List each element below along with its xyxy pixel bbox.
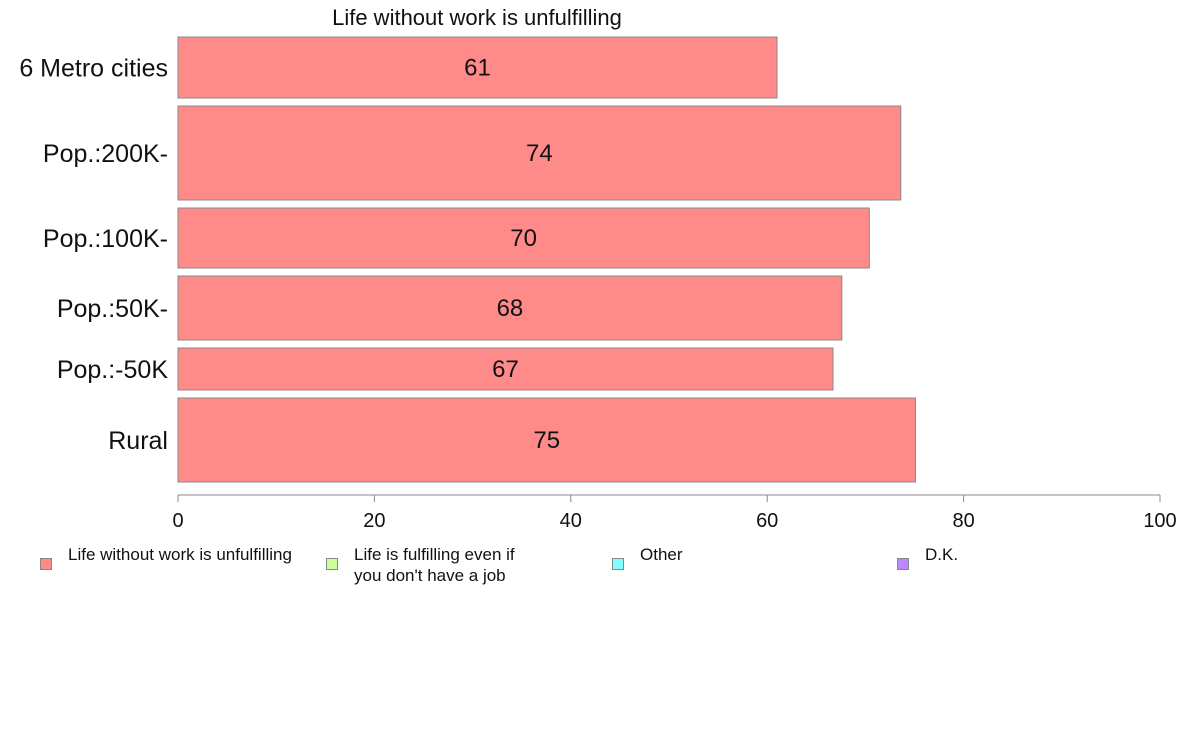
bar <box>177 275 843 341</box>
x-tick-label: 80 <box>952 510 974 532</box>
category-label: Pop.:50K- <box>57 295 168 323</box>
legend-item-dk: D.K. <box>897 544 958 570</box>
legend: Life without work is unfulfilling Life i… <box>0 544 1188 604</box>
chart-title: Life without work is unfulfilling <box>332 5 622 30</box>
x-tick-label: 40 <box>560 510 582 532</box>
bar-data-label: 67 <box>492 356 519 383</box>
legend-label: D.K. <box>925 545 959 564</box>
x-tick-label: 60 <box>756 510 778 532</box>
legend-label: Life without work is unfulfilling <box>68 545 292 564</box>
legend-item-fulfilling: Life is fulfilling even if you don't hav… <box>326 544 515 586</box>
legend-label: Other <box>640 545 683 564</box>
x-axis: 0 20 40 60 80 100 <box>172 494 1177 532</box>
x-tick-label: 100 <box>1143 510 1176 532</box>
category-label: Pop.:-50K <box>57 356 169 384</box>
legend-swatch <box>897 558 909 570</box>
bar-group: 61 74 70 68 67 75 <box>177 36 916 483</box>
category-labels: 6 Metro cities Pop.:200K- Pop.:100K- Pop.:5… <box>19 55 168 456</box>
category-label: Pop.:200K- <box>43 140 168 168</box>
category-label: Pop.:100K- <box>43 225 168 253</box>
bar <box>177 397 916 483</box>
x-tick-label: 0 <box>172 510 183 532</box>
bar-data-label: 68 <box>497 295 524 322</box>
legend-swatch <box>326 558 338 570</box>
legend-item-unfulfilling: Life without work is unfulfilling <box>40 544 292 570</box>
bar <box>177 207 870 269</box>
bar-data-label: 61 <box>464 55 491 82</box>
category-label: Rural <box>108 427 168 455</box>
bar-data-label: 75 <box>533 427 560 454</box>
bar-data-label: 70 <box>510 225 537 252</box>
legend-swatch <box>40 558 52 570</box>
legend-label: Life is fulfilling even if you don't hav… <box>354 545 515 585</box>
bar <box>177 105 902 201</box>
legend-item-other: Other <box>612 544 683 570</box>
legend-swatch <box>612 558 624 570</box>
x-tick-label: 20 <box>363 510 385 532</box>
category-label: 6 Metro cities <box>19 55 168 83</box>
bar-data-label: 74 <box>526 140 553 167</box>
bar <box>177 36 778 99</box>
bar <box>177 347 834 391</box>
